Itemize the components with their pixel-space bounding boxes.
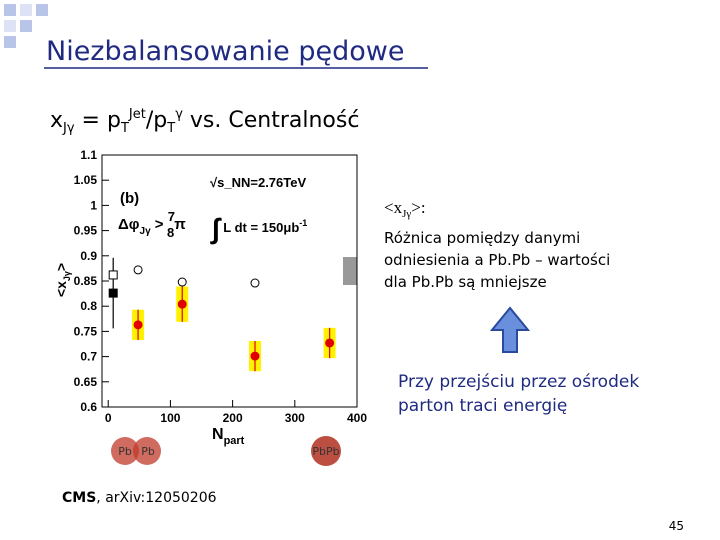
nucleus-label: PbPb	[312, 445, 339, 458]
energy-label: √s_NN=2.76TeV	[210, 175, 306, 190]
conclusion-line: parton traci energię	[398, 396, 567, 416]
y-tick-label: 0.95	[74, 224, 98, 238]
nuclei: Pb Pb PbPb	[111, 436, 341, 466]
marker	[133, 320, 143, 330]
marker	[108, 270, 118, 280]
note-heading: <xJγ>:	[384, 198, 426, 220]
grey-tab	[343, 257, 357, 285]
nucleus-label: Pb	[141, 445, 155, 458]
note-line: odniesienia a Pb.Pb – wartości	[384, 251, 610, 269]
nucleus	[311, 436, 341, 466]
marker	[250, 351, 260, 361]
y-tick-label: 0.85	[74, 274, 98, 288]
note-line: Różnica pomiędzy danymi	[384, 229, 580, 247]
y-tick-label: 0.6	[80, 400, 97, 414]
y-tick-label: 0.75	[74, 324, 98, 338]
marker	[325, 338, 335, 348]
up-arrow	[489, 306, 531, 353]
nucleus	[111, 437, 139, 465]
marker	[177, 277, 187, 287]
y-tick-label: 0.7	[80, 350, 97, 364]
y-tick-label: 1	[90, 198, 97, 212]
nucleus	[133, 437, 161, 465]
y-tick-label: 0.9	[80, 249, 97, 263]
cut-label: ΔφJγ > 7 8π	[118, 209, 186, 240]
note-line: dla Pb.Pb są mniejsze	[384, 273, 547, 291]
page-number: 45	[669, 519, 684, 533]
x-tick-label: 200	[223, 411, 243, 425]
slide-title: Niezbalansowanie pędowe	[46, 36, 404, 67]
plot-frame	[101, 154, 358, 408]
y-tick-label: 0.8	[80, 299, 97, 313]
panel-label: (b)	[120, 190, 139, 207]
lumi-label: ∫ L dt = 150μb-1	[210, 213, 307, 245]
x-tick-label: 400	[347, 411, 367, 425]
x-tick-label: 0	[105, 411, 112, 425]
corner-decoration	[4, 4, 48, 48]
marker	[133, 265, 143, 275]
note: Różnica pomiędzy danymi odniesienia a Pb.…	[384, 229, 610, 291]
x-tick-label: 100	[160, 411, 180, 425]
x-tick-label: 300	[285, 411, 305, 425]
y-tick-label: 1.1	[80, 148, 97, 162]
marker	[108, 288, 118, 298]
subtitle: xJγ = pTJet/pTγ vs. Centralność	[50, 107, 359, 136]
plot: (b) ΔφJγ > 7 8π √s_NN=2.76TeV ∫ L dt = 15…	[53, 148, 367, 447]
nucleus-label: Pb	[118, 445, 132, 458]
source: CMS, arXiv:12050206	[62, 490, 217, 506]
y-tick-label: 1.05	[74, 173, 98, 187]
marker	[250, 278, 260, 288]
conclusion-line: Przy przejściu przez ośrodek	[398, 372, 639, 392]
y-tick-label: 0.65	[74, 375, 98, 389]
conclusion: Przy przejściu przez ośrodek parton traci…	[398, 372, 639, 416]
x-axis-label: Npart	[212, 426, 245, 447]
y-axis-label: <xJγ>	[53, 263, 72, 297]
marker	[177, 299, 187, 309]
